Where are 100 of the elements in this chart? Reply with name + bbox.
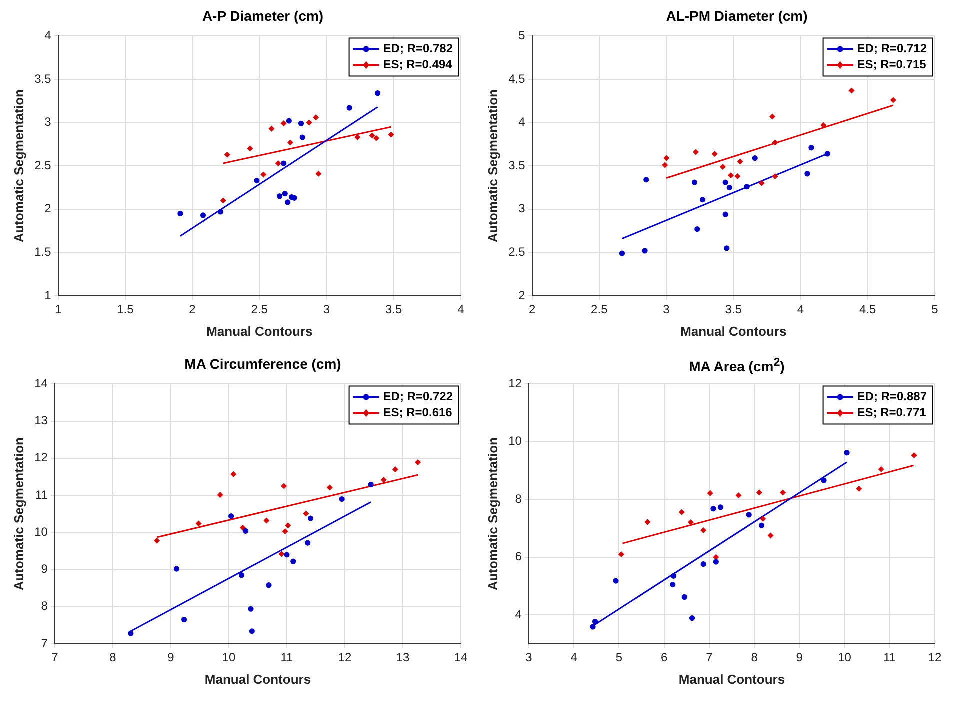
point — [374, 136, 380, 142]
y-tick-label: 1 — [44, 288, 52, 302]
chart-title: MA Circumference (cm) — [184, 356, 342, 374]
x-tick-label: 8 — [751, 650, 758, 665]
legend-label: ED; R=0.722 — [383, 390, 454, 404]
point — [694, 226, 700, 232]
x-tick-label: 1 — [54, 302, 62, 317]
point — [298, 120, 304, 126]
point — [619, 250, 626, 256]
y-tick-label: 2.5 — [34, 158, 52, 172]
point — [346, 105, 352, 111]
point — [285, 200, 291, 206]
x-tick-label: 2 — [189, 302, 196, 317]
y-tick-label: 4 — [515, 607, 522, 622]
point — [392, 466, 398, 472]
point — [644, 177, 650, 183]
point — [700, 562, 706, 568]
x-tick-label: 9 — [796, 650, 804, 665]
point — [662, 162, 668, 168]
y-tick-label: 3.5 — [508, 158, 526, 172]
x-tick-label: 13 — [396, 650, 410, 665]
point — [247, 146, 254, 152]
point — [228, 514, 234, 520]
point — [644, 519, 650, 525]
point — [281, 120, 287, 126]
x-tick-label: 3.5 — [725, 302, 742, 317]
point — [290, 558, 296, 564]
point — [734, 174, 740, 180]
point — [282, 191, 288, 197]
point — [316, 171, 322, 177]
x-tick-label: 6 — [660, 650, 668, 665]
point — [368, 482, 374, 488]
legend-label: ES; R=0.616 — [383, 406, 453, 420]
point — [218, 209, 224, 215]
point — [736, 492, 742, 498]
point — [178, 210, 184, 217]
point — [911, 452, 918, 458]
point — [281, 160, 287, 166]
y-axis-title: Automatic Segmentation — [485, 437, 500, 591]
x-axis-title: Manual Contours — [206, 324, 313, 339]
point — [848, 88, 855, 94]
y-tick-label: 2.5 — [508, 245, 526, 260]
x-tick-label: 3.5 — [386, 302, 403, 317]
point — [728, 172, 734, 178]
point — [381, 477, 387, 483]
point — [710, 506, 716, 512]
point — [688, 520, 694, 526]
y-tick-label: 1.5 — [34, 245, 52, 260]
point — [276, 160, 282, 166]
point — [288, 140, 294, 146]
y-tick-label: 10 — [34, 524, 48, 539]
point — [664, 156, 670, 162]
point — [286, 118, 292, 124]
y-tick-label: 12 — [508, 376, 522, 391]
y-tick-label: 14 — [34, 376, 48, 391]
point — [200, 212, 206, 218]
point — [642, 248, 648, 254]
x-tick-label: 3 — [323, 302, 330, 317]
point — [722, 180, 728, 186]
legend-label: ED; R=0.712 — [857, 42, 928, 56]
x-tick-label: 11 — [280, 650, 294, 665]
point — [756, 490, 762, 496]
y-tick-label: 2 — [44, 202, 52, 216]
x-tick-label: 5 — [932, 302, 939, 317]
point — [249, 628, 255, 634]
point — [339, 496, 345, 502]
point — [760, 516, 766, 522]
y-tick-label: 2 — [518, 288, 526, 302]
point — [718, 504, 724, 510]
point — [174, 566, 180, 572]
legend-label: ED; R=0.782 — [383, 42, 454, 56]
point — [772, 140, 778, 146]
point — [313, 114, 319, 120]
point — [824, 151, 830, 157]
point — [276, 194, 283, 200]
point — [300, 134, 306, 140]
point — [724, 246, 730, 252]
point — [856, 486, 862, 492]
point — [752, 156, 758, 162]
point — [713, 559, 719, 565]
x-tick-label: 11 — [884, 650, 896, 665]
x-tick-label: 10 — [222, 650, 236, 665]
chart-title: A-P Diameter (cm) — [201, 8, 325, 26]
point — [692, 180, 698, 186]
x-tick-label: 1.5 — [117, 302, 134, 317]
y-tick-label: 3 — [44, 115, 52, 130]
point — [154, 538, 160, 544]
point — [720, 164, 726, 170]
y-axis-title: Automatic Segmentation — [11, 89, 26, 243]
x-tick-label: 4 — [458, 302, 465, 317]
point — [415, 460, 421, 466]
point — [700, 197, 706, 203]
x-tick-label: 12 — [928, 650, 942, 665]
point — [722, 212, 728, 218]
x-tick-label: 12 — [338, 650, 352, 665]
point — [268, 126, 275, 132]
y-tick-label: 7 — [41, 636, 48, 650]
point — [128, 630, 134, 636]
x-tick-label: 5 — [616, 650, 623, 665]
point — [260, 172, 266, 178]
